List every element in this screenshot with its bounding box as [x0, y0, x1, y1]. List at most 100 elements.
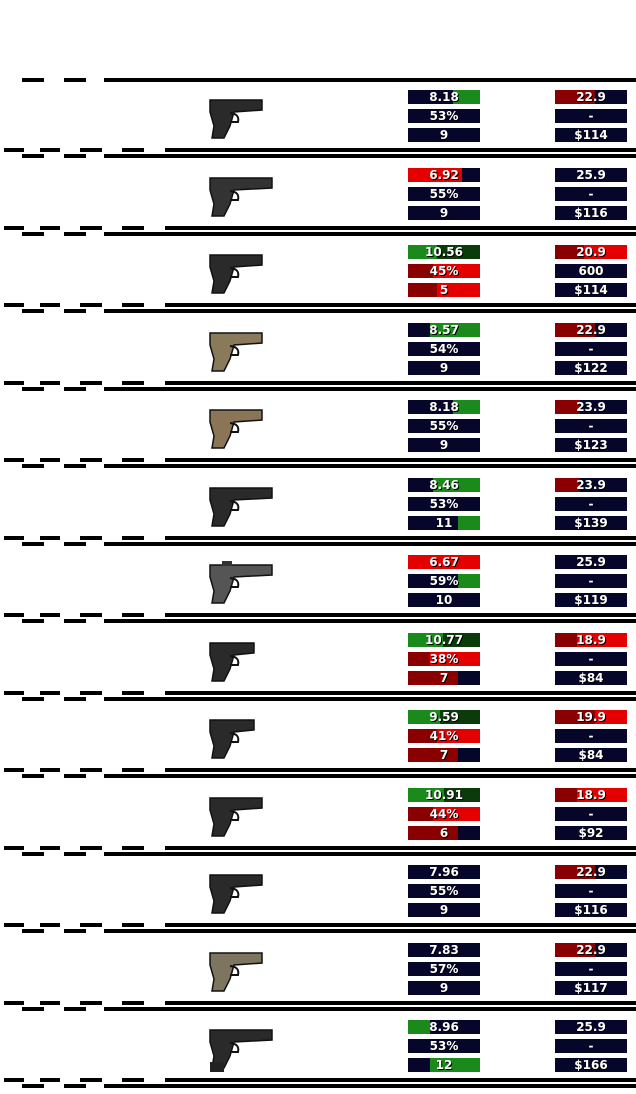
weapon-row[interactable]: 10.56 45% 5 20.9 600 $114: [0, 241, 636, 319]
weapon-row[interactable]: 10.91 44% 6 18.9 - $92: [0, 784, 636, 862]
stat-fill-bar: [408, 748, 459, 762]
stat-value: $166: [574, 1058, 608, 1072]
weapon-row[interactable]: 8.18 53% 9 22.9 - $114: [0, 86, 636, 164]
stat-value: 55%: [429, 884, 459, 898]
divider-dash: [40, 923, 60, 927]
divider-dash: [22, 852, 44, 856]
weapon-row[interactable]: 6.67 59% 10 25.9 - $119: [0, 551, 636, 629]
right-stat-cell: $84: [555, 671, 627, 685]
weapon-row[interactable]: 9.59 41% 7 19.9 - $84: [0, 706, 636, 784]
stat-value: 20.9: [576, 245, 606, 259]
stat-value: -: [588, 652, 594, 666]
stat-value: 55%: [429, 419, 459, 433]
divider-dash: [40, 768, 60, 772]
stat-fill-bar: [433, 478, 480, 492]
pistol-extended-mag-icon: [200, 1026, 275, 1074]
divider-dash: [165, 536, 636, 540]
stat-value: 9: [439, 903, 449, 917]
divider-dash: [80, 458, 102, 462]
stat-fill-bar: [408, 652, 430, 666]
weapon-row[interactable]: 6.92 55% 9 25.9 - $116: [0, 164, 636, 242]
pistol-black-long-icon: [200, 484, 275, 532]
weapon-row[interactable]: 10.77 38% 7 18.9 - $84: [0, 629, 636, 707]
right-stat-cell: -: [555, 807, 627, 821]
stat-fill-bar: [408, 245, 437, 259]
pistol-tan-icon: [200, 329, 275, 377]
pistol-compact-icon: [200, 716, 275, 764]
stat-value: 9: [439, 361, 449, 375]
pistol-black-icon: [200, 871, 275, 919]
row-divider: [0, 846, 636, 858]
left-stat-cell: 55%: [408, 884, 480, 898]
pistol-black-icon: [200, 794, 275, 842]
stat-value: 22.9: [576, 943, 606, 957]
left-stat-cell: 12: [408, 1058, 480, 1072]
divider-dash: [80, 768, 102, 772]
divider-dash: [122, 536, 144, 540]
divider-dash: [22, 697, 44, 701]
pistol-black-icon: [200, 251, 275, 299]
left-stat-cell: 10: [408, 593, 480, 607]
weapon-row[interactable]: 8.46 53% 11 23.9 - $139: [0, 474, 636, 552]
divider-dash: [22, 774, 44, 778]
stat-value: 9.59: [429, 710, 459, 724]
pistol-tan-light-icon: [200, 406, 275, 454]
stat-fill-bar: [408, 807, 434, 821]
divider-dash: [4, 226, 24, 230]
stat-value: 10.91: [425, 788, 463, 802]
stat-value: 55%: [429, 187, 459, 201]
divider-dash: [64, 154, 86, 158]
stat-value: -: [588, 497, 594, 511]
right-stat-cell: 22.9: [555, 865, 627, 879]
stat-value: 54%: [429, 342, 459, 356]
right-stat-cell: 22.9: [555, 943, 627, 957]
right-stat-cell: $116: [555, 206, 627, 220]
divider-dash: [22, 78, 44, 82]
stat-value: 9: [439, 206, 449, 220]
right-stat-cell: -: [555, 884, 627, 898]
divider-dash: [40, 148, 60, 152]
stat-value: 53%: [429, 497, 459, 511]
right-stat-cell: -: [555, 1039, 627, 1053]
stat-value: 45%: [429, 264, 459, 278]
stat-value: 8.18: [429, 90, 459, 104]
stat-fill-bar: [429, 323, 480, 337]
divider-dash: [40, 1001, 60, 1005]
divider-dash: [122, 691, 144, 695]
right-stat-cell: $123: [555, 438, 627, 452]
left-stat-cell: 59%: [408, 574, 480, 588]
left-stat-cell: 7: [408, 748, 480, 762]
stat-fill-bar: [408, 671, 459, 685]
left-stat-cell: 6.67: [408, 555, 480, 569]
stat-fill-bar: [452, 90, 480, 104]
weapon-row[interactable]: 8.57 54% 9 22.9 - $122: [0, 319, 636, 397]
stat-fill-bar: [555, 400, 581, 414]
right-stat-cell: -: [555, 419, 627, 433]
divider-dash: [22, 929, 44, 933]
divider-dash: [64, 619, 86, 623]
divider-dash: [4, 303, 24, 307]
stat-fill-bar: [555, 865, 595, 879]
divider-dash: [40, 226, 60, 230]
stat-value: -: [588, 1039, 594, 1053]
weapon-row[interactable]: 8.96 53% 12 25.9 - $166: [0, 1016, 636, 1094]
pistol-compact-icon: [200, 639, 275, 687]
divider-dash: [64, 232, 86, 236]
weapon-row[interactable]: 7.83 57% 9 22.9 - $117: [0, 939, 636, 1017]
stat-fill-bar: [408, 1020, 430, 1034]
row-divider: [0, 1078, 636, 1090]
stat-value: $116: [574, 206, 608, 220]
stat-value: 22.9: [576, 865, 606, 879]
stat-fill-bar: [408, 826, 459, 840]
divider-dash: [104, 309, 636, 313]
divider-dash: [80, 381, 102, 385]
weapon-row[interactable]: 8.18 55% 9 23.9 - $123: [0, 396, 636, 474]
left-stat-cell: 44%: [408, 807, 480, 821]
right-stat-cell: 25.9: [555, 555, 627, 569]
right-stat-cell: 22.9: [555, 90, 627, 104]
left-stat-cell: 8.18: [408, 90, 480, 104]
divider-dash: [4, 691, 24, 695]
weapon-row[interactable]: 7.96 55% 9 22.9 - $116: [0, 861, 636, 939]
stat-value: $114: [574, 128, 608, 142]
stat-value: 6.67: [429, 555, 459, 569]
